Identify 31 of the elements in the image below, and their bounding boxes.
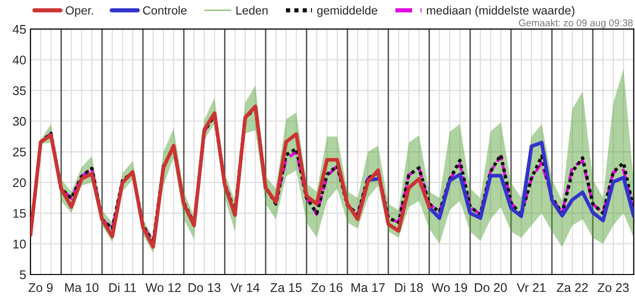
y-tick-label: 30 [12, 116, 26, 126]
x-tick-label: Zo 23 [598, 283, 629, 292]
y-tick-label: 35 [12, 86, 26, 96]
text: Gemaakt: zo 09 aug 09:38 [519, 19, 633, 28]
legend-label: gemiddelde [317, 6, 378, 17]
x-tick-label: Di 11 [109, 282, 136, 292]
legend-label: Controle [143, 6, 187, 15]
legend-label: Leden [236, 6, 268, 15]
x-tick-label: Vr 21 [516, 283, 546, 292]
y-tick-label: 40 [12, 56, 26, 64]
y-tick-label: 45 [12, 25, 26, 34]
x-tick-label: Vr 14 [230, 283, 260, 292]
legend-label: Oper. [66, 6, 93, 17]
y-tick-label: 20 [13, 178, 26, 188]
y-tick-label: 10 [13, 240, 26, 248]
x-tick-label: Za 15 [270, 283, 302, 292]
x-tick-label: Zo 16 [311, 283, 342, 292]
x-tick-label: Zo 9 [28, 283, 53, 292]
y-tick-label: 25 [13, 148, 26, 156]
x-tick-label: Do 13 [188, 283, 220, 292]
legend-label: mediaan (middelste waarde) [426, 6, 574, 17]
x-tick-label: Di 18 [395, 282, 423, 292]
y-tick-label: 5 [20, 270, 26, 280]
x-tick-label: Ma 10 [65, 283, 98, 292]
x-tick-label: Za 22 [556, 283, 588, 292]
x-tick-label: Do 20 [474, 283, 507, 292]
x-tick-label: Wo 19 [432, 283, 468, 292]
x-tick-label: Ma 17 [352, 283, 385, 292]
line-series [30, 104, 432, 249]
x-tick-label: Wo 12 [146, 283, 181, 292]
y-tick-label: 15 [13, 209, 26, 218]
